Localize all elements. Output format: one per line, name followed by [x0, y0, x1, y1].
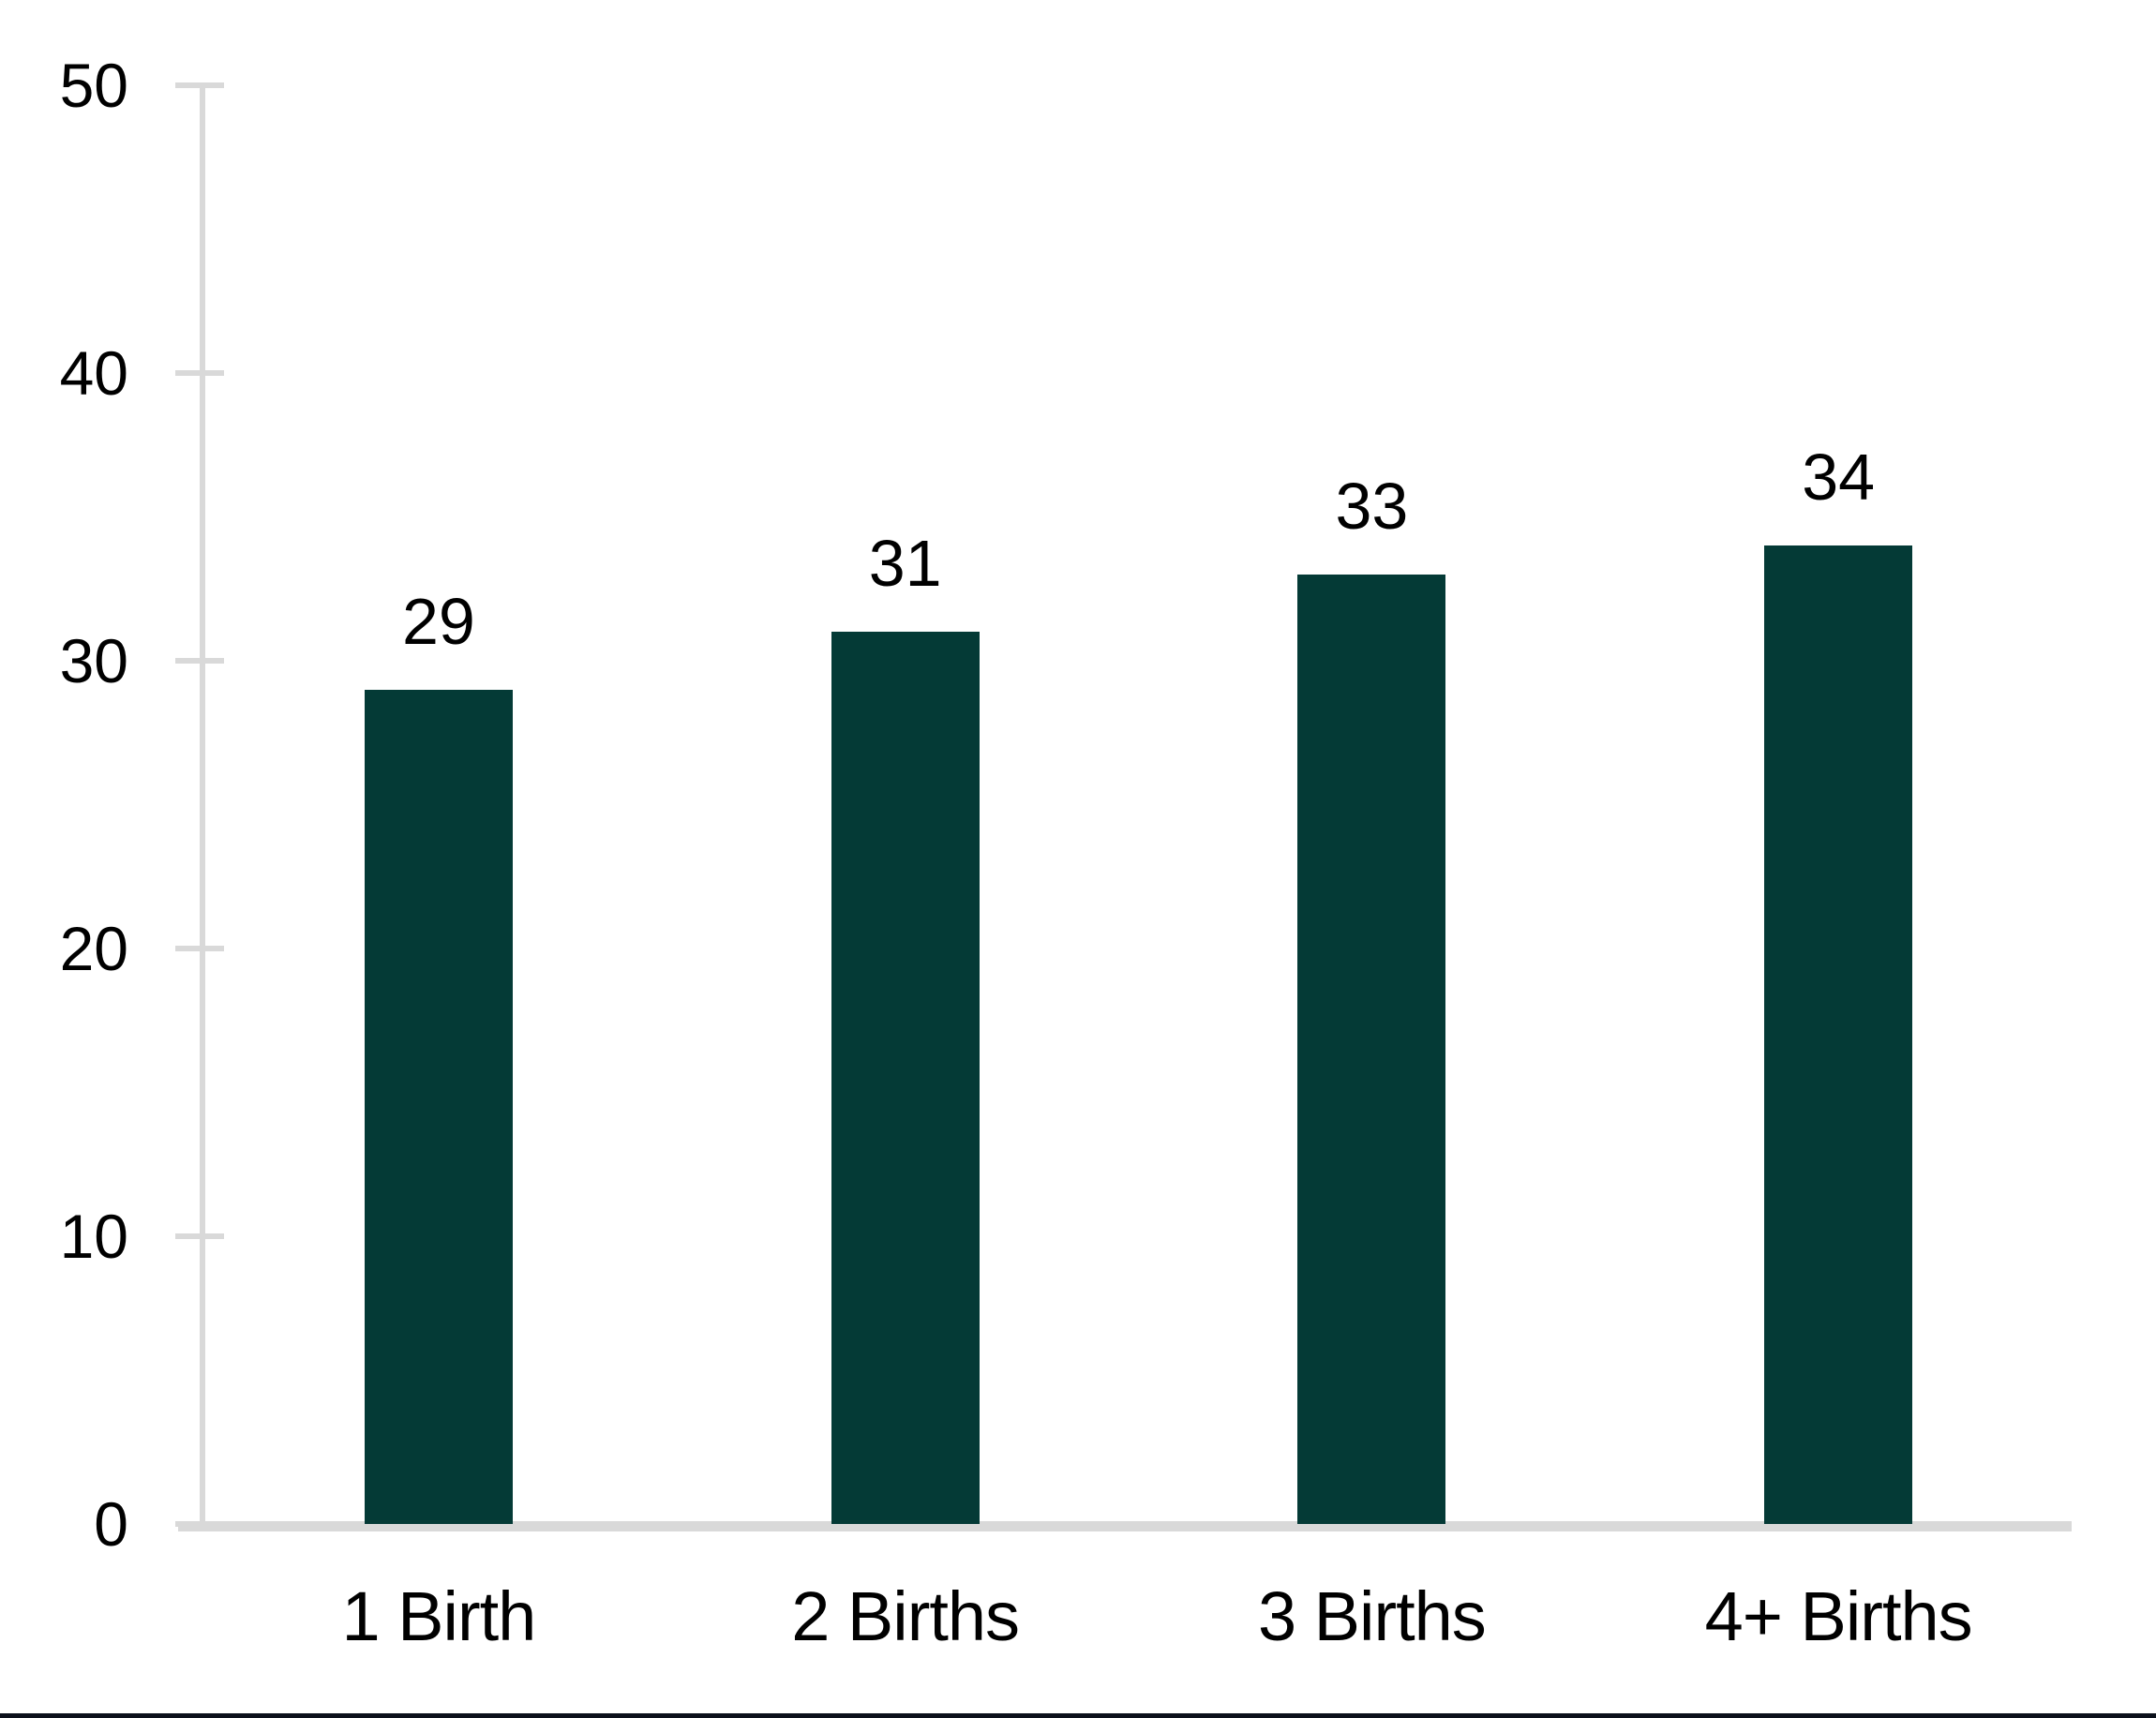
x-axis-category-label: 4+ Births — [1704, 1577, 1973, 1655]
x-axis-category-label: 2 Births — [791, 1577, 1020, 1655]
plot-area: 29 1 Birth 31 2 Births 33 3 Births 34 4+ Births — [175, 82, 2072, 1651]
y-axis-tick-label: 40 — [59, 338, 128, 408]
y-axis-tick-label: 20 — [59, 914, 128, 983]
y-axis-tick — [175, 1233, 224, 1239]
bar-value-label: 33 — [1335, 469, 1409, 543]
y-axis-tick — [175, 658, 224, 664]
y-axis-tick — [175, 946, 224, 951]
bottom-border-strip — [0, 1713, 2156, 1718]
bar — [1297, 574, 1446, 1524]
bar — [364, 689, 513, 1524]
x-axis-category-label: 1 Birth — [341, 1577, 536, 1655]
y-axis-tick-label: 50 — [59, 51, 128, 120]
y-axis-tick — [175, 1521, 224, 1527]
y-axis-tick-label: 0 — [94, 1489, 128, 1559]
bar-value-label: 29 — [401, 584, 475, 658]
x-axis-category-label: 3 Births — [1257, 1577, 1487, 1655]
y-axis-tick-label: 10 — [59, 1202, 128, 1271]
bar-value-label: 31 — [868, 527, 942, 601]
y-axis-line — [200, 85, 205, 1530]
y-axis-labels: 0 10 20 30 40 50 — [0, 51, 128, 1559]
y-axis-tick — [175, 82, 224, 88]
bar-value-label: 34 — [1802, 441, 1876, 515]
bar — [1764, 545, 1913, 1524]
y-axis-tick — [175, 370, 224, 376]
x-axis-line — [178, 1521, 2072, 1531]
y-axis-tick-label: 30 — [59, 626, 128, 695]
bar — [831, 632, 980, 1524]
